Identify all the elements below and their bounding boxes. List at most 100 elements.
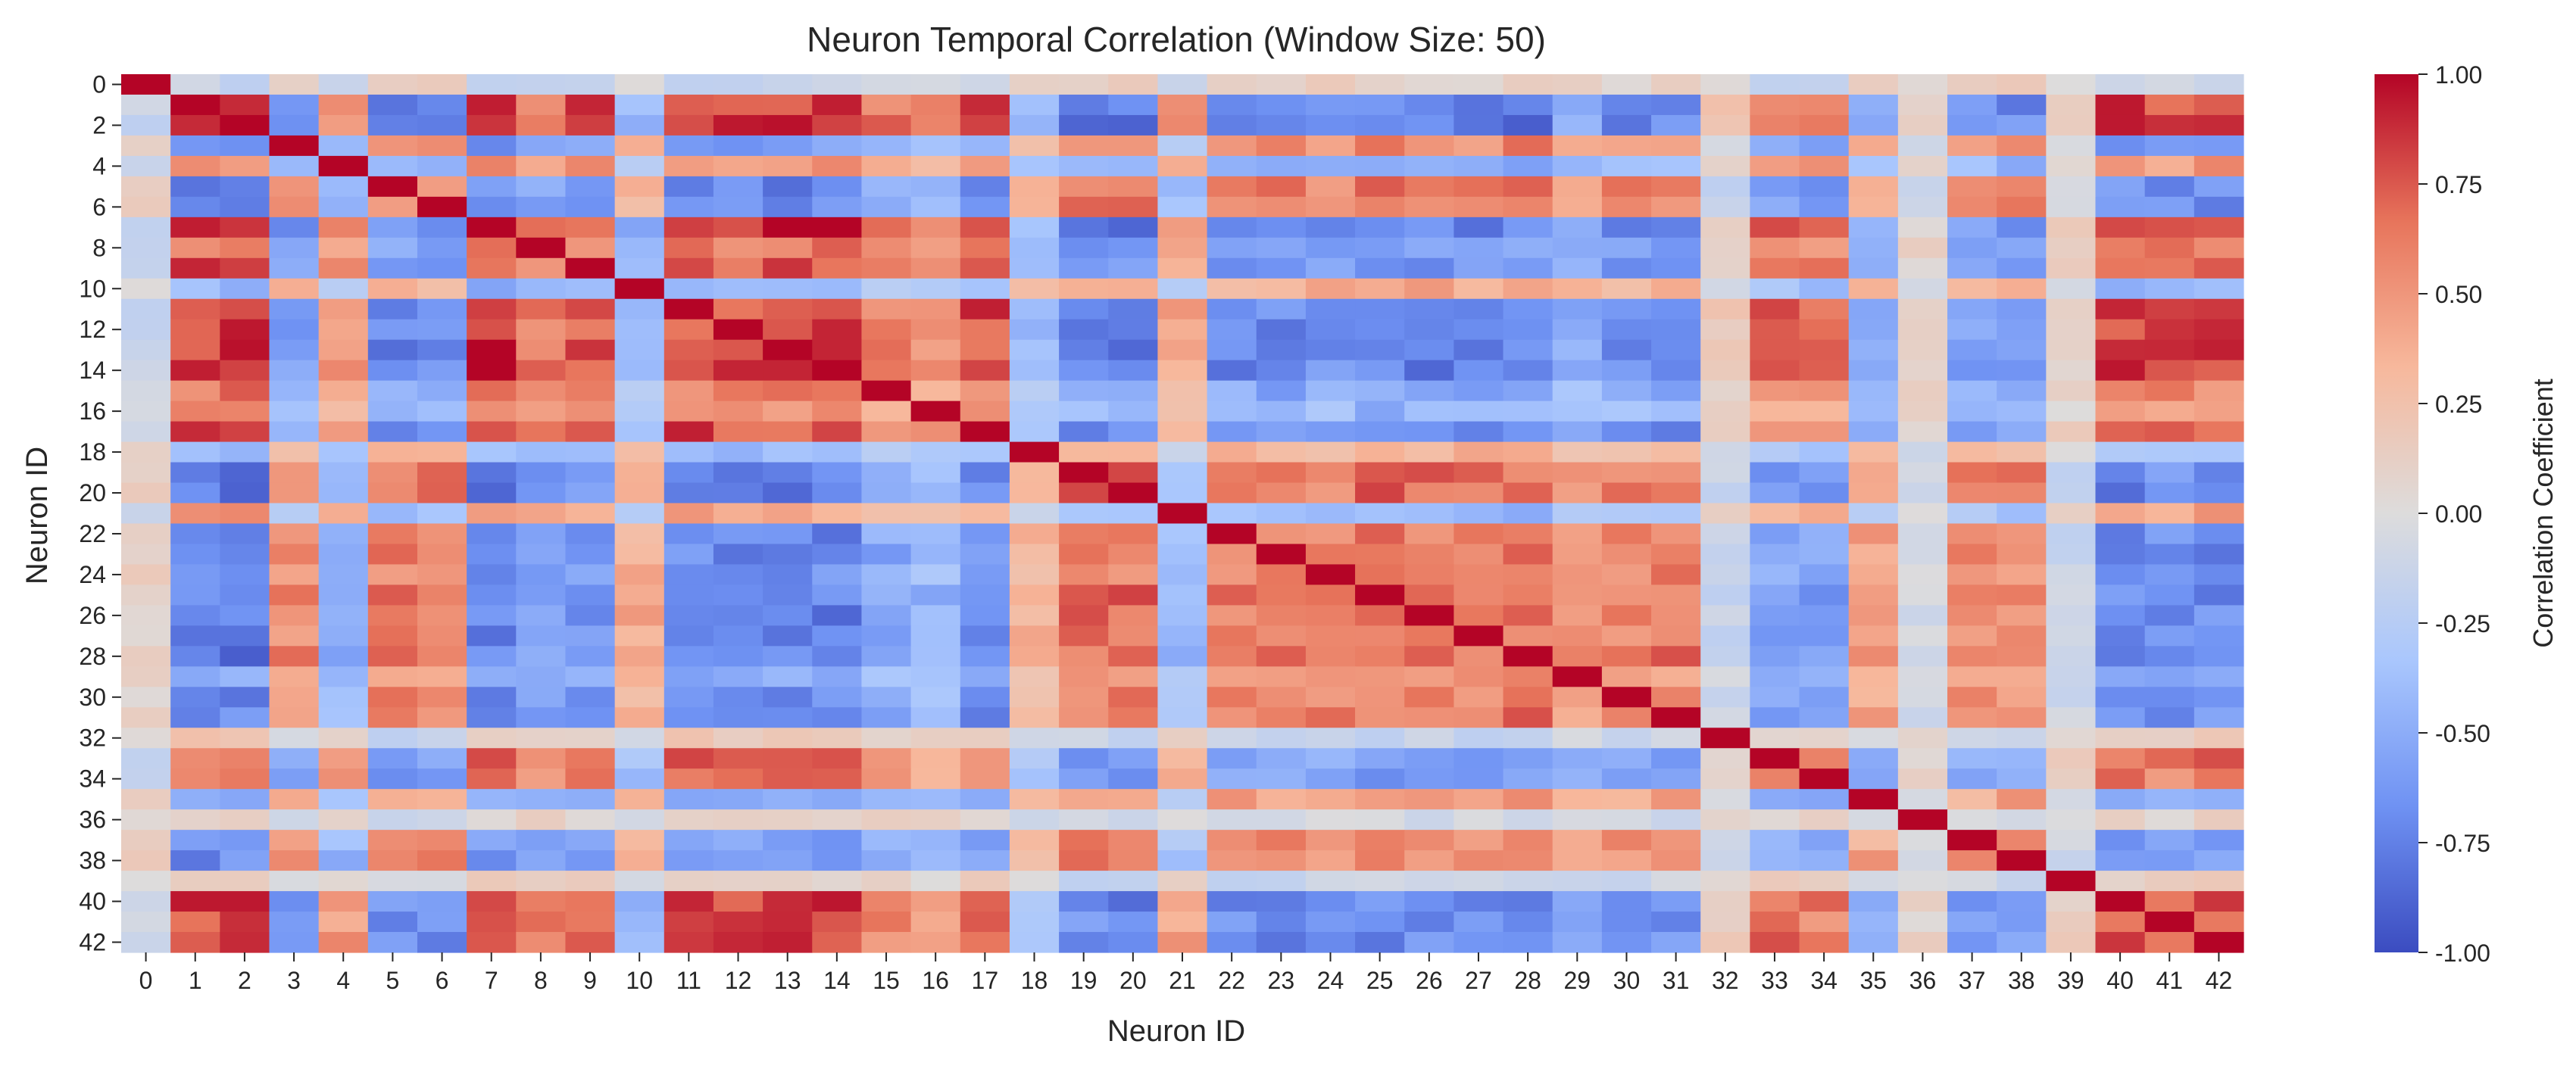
- heatmap-cell: [1997, 176, 2047, 198]
- heatmap-cell: [2046, 339, 2097, 361]
- heatmap-cell: [318, 217, 369, 238]
- heatmap-cell: [2095, 441, 2146, 463]
- heatmap-cell: [1305, 421, 1356, 443]
- heatmap-cell: [1404, 544, 1454, 566]
- heatmap-cell: [565, 196, 616, 218]
- heatmap-cell: [1355, 298, 1405, 320]
- heatmap-cell: [318, 646, 369, 667]
- heatmap-cell: [1503, 298, 1553, 320]
- heatmap-cell: [1009, 278, 1060, 300]
- heatmap-cell: [1256, 380, 1307, 402]
- heatmap-cell: [960, 768, 1010, 790]
- heatmap-cell: [170, 74, 220, 95]
- heatmap-cell: [1897, 155, 1948, 177]
- heatmap-cell: [1997, 155, 2047, 177]
- heatmap-cell: [220, 380, 270, 402]
- heatmap-cell: [1947, 482, 1997, 504]
- heatmap-cell: [910, 360, 961, 382]
- heatmap-cell: [1947, 380, 1997, 402]
- heatmap-cell: [170, 298, 220, 320]
- heatmap-cell: [1848, 564, 1899, 586]
- heatmap-cell: [614, 605, 665, 626]
- heatmap-cell: [1651, 666, 1701, 687]
- heatmap-cell: [664, 237, 714, 259]
- heatmap-cell: [220, 891, 270, 912]
- heatmap-cell: [220, 421, 270, 443]
- heatmap-cell: [1947, 400, 1997, 422]
- heatmap-cell: [713, 584, 763, 606]
- y-tick-label: 14: [79, 357, 106, 384]
- heatmap-cell: [1355, 605, 1405, 626]
- heatmap-cell: [1009, 196, 1060, 218]
- heatmap-cell: [367, 523, 418, 545]
- heatmap-cell: [269, 94, 320, 116]
- heatmap-cell: [1897, 932, 1948, 953]
- heatmap-cell: [1651, 707, 1701, 728]
- heatmap-cell: [763, 135, 813, 157]
- heatmap-cell: [1503, 830, 1553, 851]
- heatmap-cell: [1552, 380, 1603, 402]
- heatmap-cell: [1947, 421, 1997, 443]
- heatmap-cell: [812, 360, 863, 382]
- heatmap-cell: [2144, 625, 2195, 647]
- heatmap-cell: [1897, 912, 1948, 933]
- heatmap-cell: [2046, 217, 2097, 238]
- heatmap-cell: [1404, 155, 1454, 177]
- heatmap-cell: [713, 646, 763, 667]
- heatmap-cell: [1552, 237, 1603, 259]
- heatmap-cell: [1207, 850, 1257, 871]
- heatmap-cell: [2046, 564, 2097, 586]
- heatmap-cell: [1997, 830, 2047, 851]
- heatmap-cell: [318, 176, 369, 198]
- heatmap-cell: [1305, 114, 1356, 136]
- heatmap-cell: [2194, 544, 2244, 566]
- heatmap-cell: [1009, 666, 1060, 687]
- heatmap-cell: [516, 768, 567, 790]
- heatmap-cell: [170, 605, 220, 626]
- heatmap-cell: [2194, 176, 2244, 198]
- heatmap-cell: [1700, 748, 1750, 769]
- x-tick-label: 28: [1514, 967, 1541, 994]
- heatmap-cell: [1848, 339, 1899, 361]
- heatmap-cell: [269, 850, 320, 871]
- heatmap-cell: [910, 278, 961, 300]
- heatmap-cell: [1355, 176, 1405, 198]
- x-tick-label: 18: [1021, 967, 1048, 994]
- heatmap-cell: [1503, 912, 1553, 933]
- heatmap-cell: [1404, 871, 1454, 892]
- heatmap-cell: [1601, 748, 1652, 769]
- heatmap-cell: [1601, 462, 1652, 484]
- heatmap-cell: [614, 748, 665, 769]
- heatmap-cell: [1503, 217, 1553, 238]
- heatmap-cell: [1059, 196, 1109, 218]
- heatmap-cell: [2194, 114, 2244, 136]
- heatmap-cell: [318, 544, 369, 566]
- heatmap-cell: [812, 768, 863, 790]
- heatmap-cell: [664, 809, 714, 831]
- heatmap-cell: [2144, 728, 2195, 749]
- heatmap-cell: [1750, 196, 1800, 218]
- heatmap-cell: [2194, 237, 2244, 259]
- heatmap-cell: [367, 891, 418, 912]
- heatmap-cell: [664, 360, 714, 382]
- heatmap-cell: [1009, 871, 1060, 892]
- heatmap-cell: [713, 114, 763, 136]
- heatmap-cell: [1947, 789, 1997, 810]
- x-tick-label: 30: [1613, 967, 1641, 994]
- heatmap-cell: [812, 707, 863, 728]
- heatmap-cell: [763, 421, 813, 443]
- heatmap-cell: [960, 830, 1010, 851]
- heatmap-cell: [1404, 728, 1454, 749]
- heatmap-cell: [1108, 176, 1159, 198]
- heatmap-cell: [1009, 319, 1060, 341]
- heatmap-cell: [1997, 666, 2047, 687]
- heatmap-cell: [1503, 400, 1553, 422]
- heatmap-cell: [1897, 789, 1948, 810]
- heatmap-cell: [121, 339, 171, 361]
- heatmap-cell: [467, 462, 517, 484]
- heatmap-cell: [2095, 789, 2146, 810]
- heatmap-cell: [1601, 482, 1652, 504]
- heatmap-cell: [2095, 707, 2146, 728]
- heatmap-cell: [812, 135, 863, 157]
- heatmap-cell: [1799, 605, 1850, 626]
